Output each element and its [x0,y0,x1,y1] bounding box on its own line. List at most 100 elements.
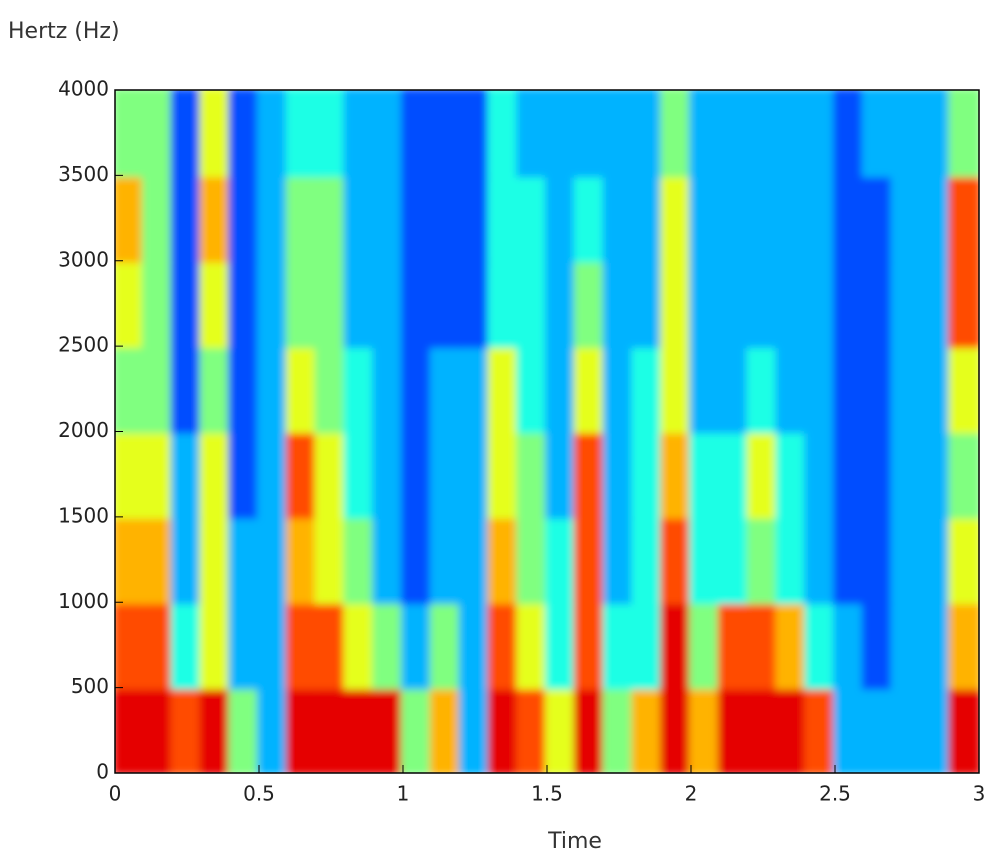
spectrogram-cell [804,90,837,178]
y-axis-title: Hertz (Hz) [8,19,120,44]
spectrogram-cell [516,344,549,434]
spectrogram-cell [115,344,146,434]
spectrogram-cell [919,173,953,263]
spectrogram-cell [401,685,434,773]
spectrogram-cell [631,685,665,773]
spectrogram-cell [602,685,636,773]
spectrogram-cell [257,90,290,178]
spectrogram-cell [775,429,809,519]
x-tick-label: 1 [397,782,410,806]
spectrogram-cell [775,258,809,349]
spectrogram-cell [890,258,924,349]
spectrogram-cell [833,685,866,773]
spectrogram-cell [631,90,665,178]
spectrogram-cell [257,258,290,349]
spectrogram-cell [890,600,924,690]
spectrogram-cell [372,90,405,178]
spectrogram-cell [833,90,866,178]
spectrogram-cell [141,90,175,178]
spectrogram-cell [285,344,319,434]
spectrogram-cell [861,429,895,519]
spectrogram-cell [689,258,722,349]
spectrogram-cell [401,600,434,690]
spectrogram-cell [228,258,261,349]
spectrogram-cell [919,429,953,519]
spectrogram-cell [573,90,607,178]
spectrogram-cell [861,600,895,690]
spectrogram-cell [115,514,146,605]
spectrogram-cell [833,344,866,434]
spectrogram-cell [115,258,146,349]
spectrogram-cell [948,600,979,690]
spectrogram-cell [631,173,665,263]
spectrogram-cell [746,600,780,690]
spectrogram-cell [429,685,463,773]
spectrogram-cell [545,600,578,690]
spectrogram-cell [775,514,809,605]
spectrogram-cell [199,514,233,605]
spectrogram-cell [746,173,780,263]
spectrogram-cell [717,258,751,349]
spectrogram-cell [487,173,521,263]
spectrogram-cell [890,514,924,605]
y-tick-label: 3500 [58,162,109,186]
spectrogram-cell [199,344,233,434]
spectrogram-cell [573,685,607,773]
spectrogram-cell [372,344,405,434]
spectrogram-cell [141,258,175,349]
spectrogram-cell [573,600,607,690]
spectrogram-cell [487,600,521,690]
spectrogram-cell [115,429,146,519]
y-tick-label: 1500 [58,503,109,527]
spectrogram-cell [401,514,434,605]
spectrogram-cell [170,90,204,178]
spectrogram-cell [199,90,233,178]
spectrogram-cell [861,685,895,773]
spectrogram-cell [199,258,233,349]
spectrogram-cell [401,173,434,263]
spectrogram-cell [228,90,261,178]
spectrogram-cell [804,514,837,605]
spectrogram-cell [545,514,578,605]
spectrogram-cell [833,514,866,605]
spectrogram-cell [314,173,348,263]
spectrogram-cell [170,514,204,605]
spectrogram-cell [343,514,377,605]
spectrogram-cell [458,90,492,178]
spectrogram-cell [689,600,722,690]
spectrogram-cell [689,344,722,434]
spectrogram-cell [660,173,693,263]
x-tick-label: 1.5 [531,782,563,806]
y-tick-label: 3000 [58,247,109,271]
spectrogram-cell [689,685,722,773]
spectrogram-cell [228,600,261,690]
spectrogram-cell [228,685,261,773]
spectrogram-cell [602,429,636,519]
spectrogram-cell [573,258,607,349]
spectrogram-cell [257,173,290,263]
spectrogram-cell [573,429,607,519]
y-tick-label: 0 [96,760,109,784]
spectrogram-cell [746,514,780,605]
spectrogram-cell [746,258,780,349]
spectrogram-cell [285,600,319,690]
spectrogram-cell [833,173,866,263]
spectrogram-cell [804,429,837,519]
spectrogram-cell [948,173,979,263]
spectrogram-cell [170,258,204,349]
spectrogram-cell [545,344,578,434]
spectrogram-cell [516,429,549,519]
spectrogram-cell [660,429,693,519]
spectrogram-cell [717,685,751,773]
spectrogram-cell [285,173,319,263]
spectrogram-cell [314,514,348,605]
spectrogram-cell [458,173,492,263]
spectrogram-cell [919,90,953,178]
spectrogram-cell [775,90,809,178]
spectrogram-cell [775,685,809,773]
spectrogram-cell [516,600,549,690]
spectrogram-cell [660,514,693,605]
spectrogram-cell [257,685,290,773]
spectrogram-cell [285,258,319,349]
